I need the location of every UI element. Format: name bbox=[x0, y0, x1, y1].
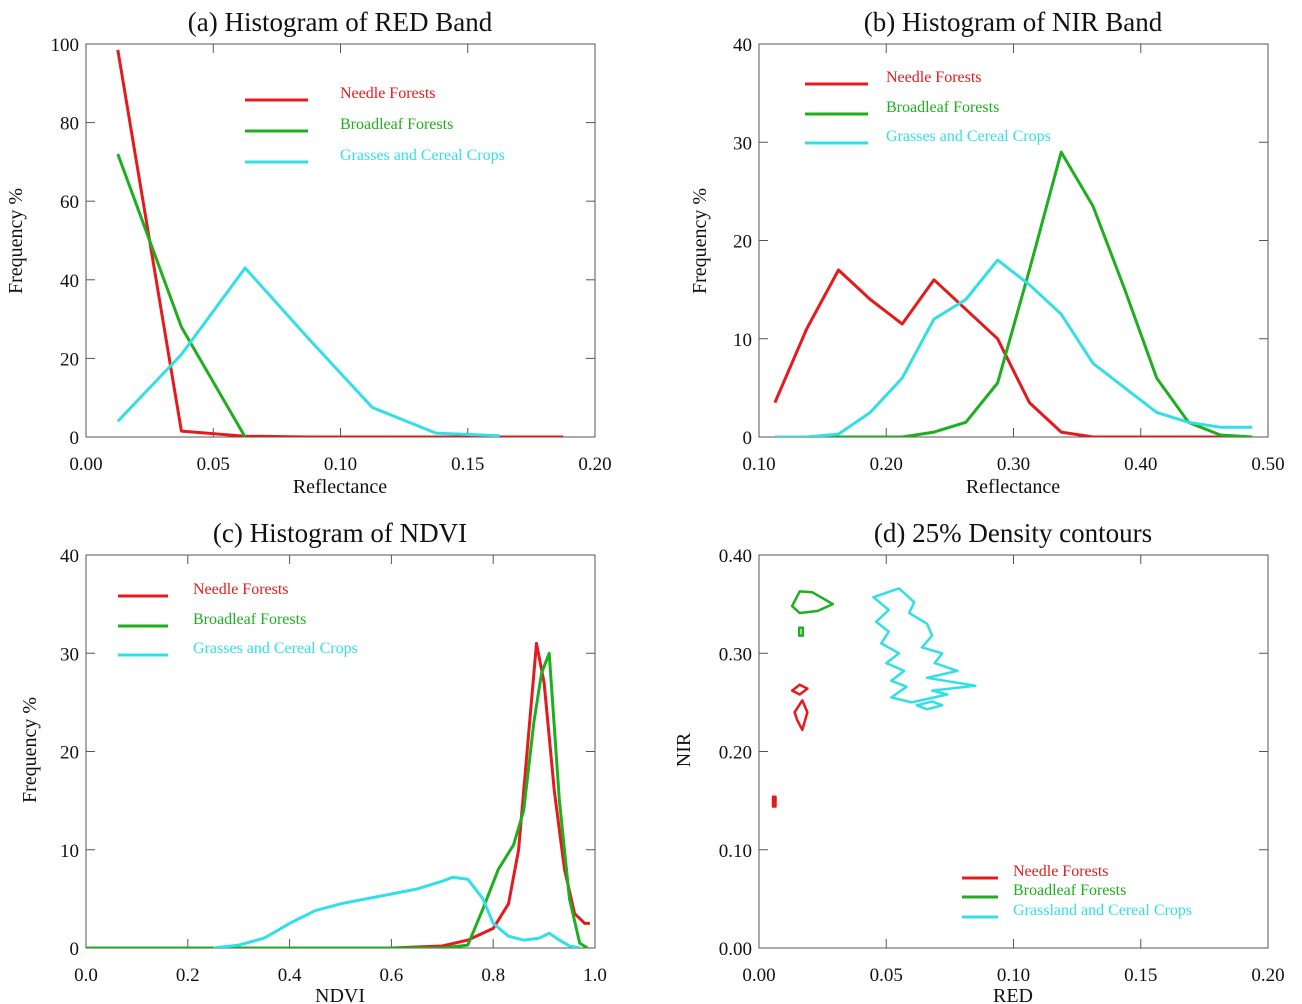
x-tick-label: 0.0 bbox=[74, 965, 98, 986]
series-line-grasses-and-cereal-crops bbox=[774, 258, 1253, 437]
legend-label-grassland-and-cereal-crops: Grassland and Cereal Crops bbox=[1013, 902, 1192, 919]
legend-label-broadleaf-forests: Broadleaf Forests bbox=[1013, 882, 1126, 899]
x-tick-label: 0.4 bbox=[278, 965, 302, 986]
contour-needle-forests bbox=[771, 795, 777, 808]
panel-a-title: (a) Histogram of RED Band bbox=[188, 7, 493, 37]
y-tick-label: 40 bbox=[60, 546, 79, 567]
y-tick-label: 0 bbox=[743, 428, 753, 449]
panel-c-title: (c) Histogram of NDVI bbox=[213, 518, 467, 548]
series-line-grasses-and-cereal-crops bbox=[213, 875, 580, 948]
legend-label-broadleaf-forests: Broadleaf Forests bbox=[886, 99, 999, 116]
x-tick-label: 1.0 bbox=[583, 965, 607, 986]
x-tick-label: 0.00 bbox=[69, 454, 102, 475]
y-tick-label: 0.30 bbox=[719, 644, 752, 665]
x-tick-label: 0.10 bbox=[997, 965, 1030, 986]
legend-label-broadleaf-forests: Broadleaf Forests bbox=[340, 116, 453, 133]
panel-d-ylabel: NIR bbox=[673, 732, 695, 767]
y-tick-label: 60 bbox=[60, 192, 79, 213]
y-tick-label: 40 bbox=[60, 271, 79, 292]
legend-label-grasses-and-cereal-crops: Grasses and Cereal Crops bbox=[193, 640, 358, 657]
plot-frame bbox=[85, 43, 596, 438]
legend-label-grasses-and-cereal-crops: Grasses and Cereal Crops bbox=[340, 147, 505, 164]
y-tick-label: 20 bbox=[733, 232, 752, 253]
series-line-needle-forests bbox=[86, 641, 590, 948]
x-tick-label: 0.15 bbox=[451, 454, 484, 475]
legend-label-needle-forests: Needle Forests bbox=[886, 69, 982, 86]
y-tick-label: 20 bbox=[60, 743, 79, 764]
x-tick-label: 0.10 bbox=[324, 454, 357, 475]
y-tick-label: 40 bbox=[733, 35, 752, 56]
plot-frame bbox=[758, 43, 1269, 438]
x-tick-label: 0.2 bbox=[176, 965, 200, 986]
y-tick-label: 10 bbox=[733, 330, 752, 351]
panel-b-nir-histogram: (b) Histogram of NIR Band Reflectance Fr… bbox=[689, 7, 1285, 498]
legend-label-needle-forests: Needle Forests bbox=[1013, 863, 1109, 880]
y-tick-label: 0.10 bbox=[719, 841, 752, 862]
series-line-grasses-and-cereal-crops bbox=[116, 266, 500, 437]
legend-label-grasses-and-cereal-crops: Grasses and Cereal Crops bbox=[886, 128, 1051, 145]
y-tick-label: 10 bbox=[60, 841, 79, 862]
y-tick-label: 0.00 bbox=[719, 939, 752, 960]
legend-label-needle-forests: Needle Forests bbox=[193, 581, 289, 598]
panel-b-xlabel: Reflectance bbox=[966, 476, 1060, 498]
y-tick-label: 0.20 bbox=[719, 743, 752, 764]
x-tick-label: 0.40 bbox=[1124, 454, 1157, 475]
plot-frame bbox=[85, 554, 596, 949]
x-tick-label: 0.30 bbox=[997, 454, 1030, 475]
panel-a-red-histogram: (a) Histogram of RED Band Reflectance Fr… bbox=[5, 7, 612, 498]
y-tick-label: 30 bbox=[733, 133, 752, 154]
series-line-needle-forests bbox=[773, 268, 1253, 437]
series-line-broadleaf-forests bbox=[86, 651, 589, 948]
panel-d-xlabel: RED bbox=[993, 985, 1033, 1004]
panel-c-ndvi-histogram: (c) Histogram of NDVI NDVI Frequency % 0… bbox=[19, 518, 607, 1004]
panel-b-ylabel: Frequency % bbox=[689, 188, 711, 294]
y-tick-label: 0.40 bbox=[719, 546, 752, 567]
contour-broadleaf-forests bbox=[790, 590, 835, 615]
y-tick-label: 100 bbox=[51, 35, 80, 56]
series-line-broadleaf-forests bbox=[774, 150, 1253, 437]
contour-needle-forests bbox=[790, 683, 809, 696]
contour-broadleaf-forests bbox=[797, 626, 805, 637]
x-tick-label: 0.00 bbox=[742, 965, 775, 986]
x-tick-label: 0.6 bbox=[380, 965, 404, 986]
y-tick-label: 20 bbox=[60, 349, 79, 370]
x-tick-label: 0.20 bbox=[1251, 965, 1284, 986]
x-tick-label: 0.20 bbox=[870, 454, 903, 475]
y-tick-label: 30 bbox=[60, 644, 79, 665]
x-tick-label: 0.10 bbox=[742, 454, 775, 475]
x-tick-label: 0.05 bbox=[870, 965, 903, 986]
panel-d-title: (d) 25% Density contours bbox=[874, 518, 1152, 548]
x-tick-label: 0.05 bbox=[197, 454, 230, 475]
series-line-broadleaf-forests bbox=[116, 153, 247, 437]
contour-needle-forests bbox=[793, 699, 809, 732]
panel-a-ylabel: Frequency % bbox=[5, 188, 27, 294]
legend-label-broadleaf-forests: Broadleaf Forests bbox=[193, 611, 306, 628]
panel-c-xlabel: NDVI bbox=[315, 985, 365, 1004]
panel-d-density-contours: (d) 25% Density contours RED NIR 0.00 0.0… bbox=[673, 518, 1285, 1004]
y-tick-label: 80 bbox=[60, 114, 79, 135]
panel-c-ylabel: Frequency % bbox=[19, 697, 41, 803]
x-tick-label: 0.15 bbox=[1124, 965, 1157, 986]
panel-b-title: (b) Histogram of NIR Band bbox=[864, 7, 1163, 37]
panel-a-xlabel: Reflectance bbox=[293, 476, 387, 498]
x-tick-label: 0.8 bbox=[481, 965, 505, 986]
x-tick-label: 0.50 bbox=[1251, 454, 1284, 475]
contour-grassland-and-cereal-crops bbox=[872, 587, 977, 704]
legend-label-needle-forests: Needle Forests bbox=[340, 85, 436, 102]
series-line-needle-forests bbox=[116, 49, 564, 437]
x-tick-label: 0.20 bbox=[578, 454, 611, 475]
y-tick-label: 0 bbox=[70, 428, 80, 449]
y-tick-label: 0 bbox=[70, 939, 80, 960]
contour-grassland-and-cereal-crops bbox=[915, 700, 944, 711]
